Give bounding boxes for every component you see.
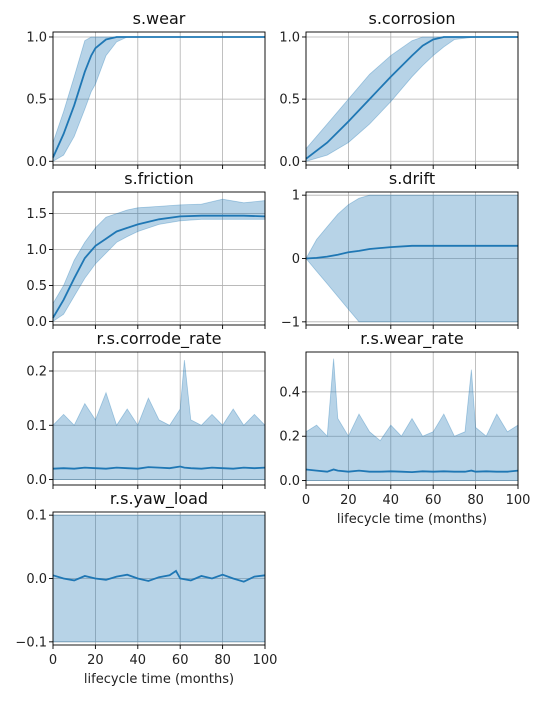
y-tick-label: 0.4 (279, 385, 300, 400)
subplot-title: s.friction (124, 169, 194, 188)
mean-line (305, 244, 518, 260)
axes-frame (52, 191, 266, 326)
x-tick-label: 0 (302, 493, 310, 508)
x-axis-label: lifecycle time (months) (84, 672, 234, 687)
x-tick-label: 0 (49, 653, 57, 668)
subplot-s-friction: 0.0 0.5 1.0 1.5 s.friction (26, 169, 266, 330)
uncertainty-band (52, 198, 266, 323)
uncertainty-band (305, 358, 519, 481)
y-tick-label: 0.2 (26, 365, 47, 380)
mean-line (52, 569, 266, 583)
x-tick-label: 40 (130, 653, 147, 668)
y-tick-label: 0.1 (26, 419, 47, 434)
x-tick-label: 20 (87, 653, 104, 668)
subplot-title: r.s.yaw_load (110, 489, 208, 509)
y-tick-label: 0.2 (279, 430, 300, 445)
y-tick-label: 0.5 (279, 93, 300, 108)
subplot-title: s.corrosion (368, 9, 455, 28)
y-tick-label: 1.0 (26, 243, 47, 258)
y-tick-label: 1.0 (279, 30, 300, 45)
x-tick-label: 20 (340, 493, 357, 508)
subplot-title: s.wear (133, 9, 186, 28)
mean-line (52, 36, 265, 158)
subplot-title: r.s.corrode_rate (96, 329, 221, 349)
subplot-s-wear: 0.0 0.5 1.0 s.wear (26, 9, 266, 170)
subplot-r-s-corrode-rate: 0.0 0.1 0.2 r.s.corrode_rate (26, 329, 266, 489)
mean-line (305, 468, 519, 474)
uncertainty-band (52, 360, 266, 480)
x-tick-label: 100 (253, 653, 278, 668)
axes-frame (305, 351, 519, 486)
mean-line (52, 214, 266, 319)
x-tick-label: 60 (425, 493, 442, 508)
x-tick-label: 60 (172, 653, 189, 668)
subplot-s-drift: −1 0 1 s.drift (281, 169, 519, 330)
subplot-s-corrosion: 0.0 0.5 1.0 s.corrosion (279, 9, 519, 170)
y-tick-label: 0.0 (26, 473, 47, 488)
axes-frame (305, 31, 519, 166)
x-tick-label: 80 (467, 493, 484, 508)
x-tick-label: 80 (214, 653, 231, 668)
subplot-title: r.s.wear_rate (360, 329, 463, 349)
x-axis-label: lifecycle time (months) (337, 512, 487, 527)
mean-line (305, 36, 518, 160)
y-tick-label: 0.0 (26, 572, 47, 587)
y-tick-label: 0.0 (26, 315, 47, 330)
subplot-title: s.drift (389, 169, 435, 188)
mean-line (52, 465, 266, 470)
y-tick-label: 1.0 (26, 30, 47, 45)
subplot-r-s-yaw-load: −0.1 0.0 0.1 0 20 40 60 80 100 r.s.yaw_loadlifecy… (15, 489, 277, 687)
y-tick-label: 0.5 (26, 279, 47, 294)
y-tick-label: −0.1 (15, 635, 47, 650)
y-tick-label: 0 (292, 252, 300, 267)
y-tick-label: 1.5 (26, 207, 47, 222)
x-tick-label: 100 (506, 493, 531, 508)
x-tick-label: 40 (383, 493, 400, 508)
axes-frame (52, 351, 266, 486)
y-tick-label: 0.0 (26, 155, 47, 170)
y-tick-label: 0.0 (279, 155, 300, 170)
y-tick-label: 1 (292, 189, 300, 204)
y-tick-label: 0.5 (26, 93, 47, 108)
y-tick-label: 0.0 (279, 474, 300, 489)
uncertainty-band (305, 194, 519, 323)
y-tick-label: −1 (281, 315, 300, 330)
axes-frame (52, 31, 266, 166)
subplot-r-s-wear-rate: 0.0 0.2 0.4 0 20 40 60 80 100 r.s.wear_ratelifecy… (279, 329, 530, 527)
y-tick-label: 0.1 (26, 509, 47, 524)
